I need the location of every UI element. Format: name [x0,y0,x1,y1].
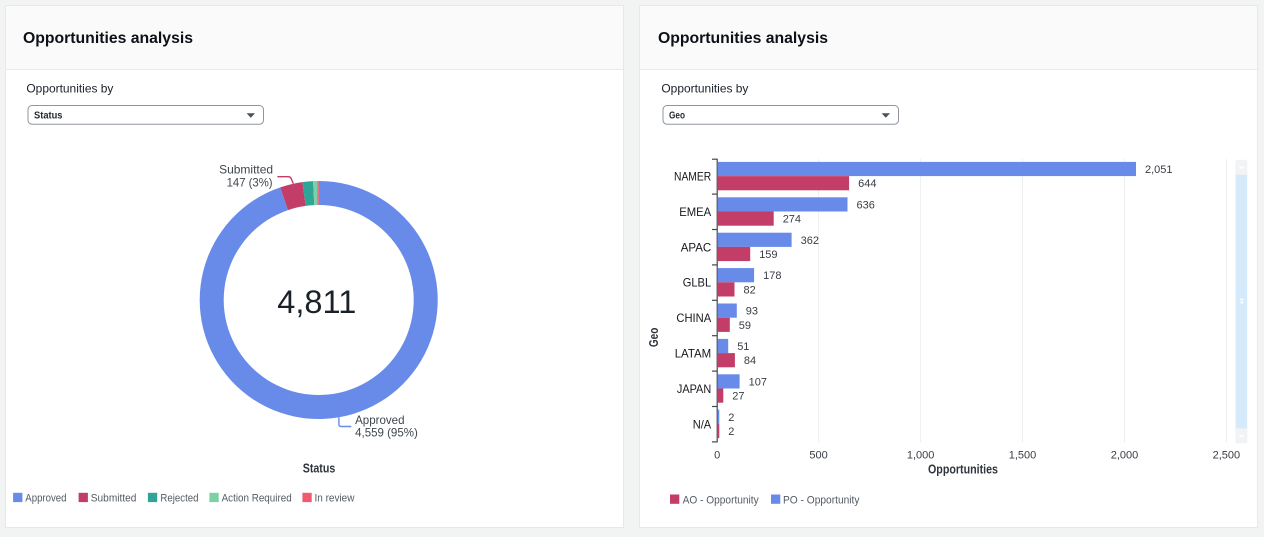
svg-text:93: 93 [746,306,758,318]
svg-text:107: 107 [749,376,767,388]
svg-text:Geo: Geo [647,327,661,347]
svg-text:Approved: Approved [355,413,404,427]
svg-text:PO - Opportunity: PO - Opportunity [783,494,860,506]
svg-text:Geo: Geo [669,110,685,122]
svg-text:APAC: APAC [681,240,712,254]
svg-text:2,000: 2,000 [1111,450,1139,462]
svg-text:1,000: 1,000 [907,450,935,462]
svg-text:84: 84 [744,355,756,367]
svg-text:636: 636 [857,199,875,211]
svg-text:EMEA: EMEA [679,205,711,219]
svg-text:27: 27 [732,391,744,403]
svg-text:Submitted: Submitted [91,493,137,505]
svg-text:Opportunities by: Opportunities by [26,82,113,96]
svg-text:178: 178 [763,270,781,282]
svg-text:Opportunities by: Opportunities by [661,82,748,96]
svg-text:2: 2 [728,412,734,424]
svg-text:Opportunities analysis: Opportunities analysis [658,30,828,47]
svg-text:51: 51 [737,341,749,353]
svg-text:1,500: 1,500 [1009,450,1037,462]
svg-text:Action Required: Action Required [222,493,292,505]
svg-text:Opportunities: Opportunities [928,462,998,476]
svg-text:NAMER: NAMER [674,170,711,184]
svg-text:Submitted: Submitted [219,163,273,177]
svg-text:Opportunities analysis: Opportunities analysis [23,30,193,47]
svg-text:N/A: N/A [693,417,712,431]
svg-text:82: 82 [744,284,756,296]
svg-text:CHINA: CHINA [676,311,711,325]
svg-text:500: 500 [809,450,827,462]
svg-text:2,500: 2,500 [1213,450,1241,462]
svg-text:159: 159 [759,249,777,261]
svg-text:644: 644 [858,178,876,190]
svg-text:Status: Status [34,110,63,122]
svg-text:147 (3%): 147 (3%) [227,175,273,189]
svg-text:0: 0 [714,450,720,462]
svg-text:362: 362 [801,235,819,247]
svg-text:Status: Status [303,462,336,476]
svg-text:2,051: 2,051 [1145,164,1173,176]
svg-text:274: 274 [783,214,801,226]
svg-text:4,559 (95%): 4,559 (95%) [355,426,418,440]
svg-text:59: 59 [739,320,751,332]
svg-text:In review: In review [315,493,355,505]
svg-text:JAPAN: JAPAN [677,382,711,396]
svg-text:AO - Opportunity: AO - Opportunity [683,494,760,506]
svg-text:LATAM: LATAM [675,347,712,361]
svg-text:2: 2 [728,426,734,438]
svg-text:GLBL: GLBL [683,276,712,290]
svg-text:Rejected: Rejected [160,493,198,505]
svg-text:4,811: 4,811 [277,284,356,320]
svg-text:Approved: Approved [25,493,66,505]
